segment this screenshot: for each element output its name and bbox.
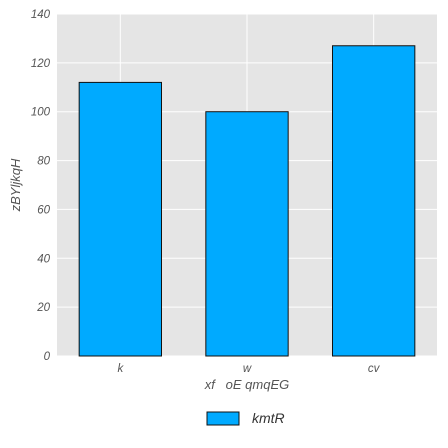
y-tick-label: 0: [44, 351, 51, 363]
bar-w: [205, 111, 289, 357]
y-tick-label: 100: [31, 107, 51, 119]
x-tick-label: cv: [368, 363, 381, 375]
y-tick-label: 40: [37, 253, 50, 265]
x-axis-label: xf oE qmqEG: [204, 377, 290, 392]
y-tick-label: 140: [31, 9, 51, 21]
x-tick-labels: k w cv: [117, 363, 380, 375]
x-tick-label: k: [117, 363, 124, 375]
legend: kmtR: [206, 410, 285, 426]
legend-swatch: [206, 411, 240, 426]
y-axis-label: zBYljkqH: [8, 158, 23, 212]
bars: [78, 45, 416, 357]
bar-cv: [332, 45, 416, 357]
y-tick-label: 20: [36, 302, 50, 314]
y-tick-label: 80: [37, 156, 50, 168]
y-tick-label: 60: [37, 204, 50, 216]
y-tick-label: 120: [31, 58, 51, 70]
y-tick-labels: 0 20 40 60 80 100 120 140: [31, 9, 51, 363]
bar-k: [78, 81, 162, 357]
x-tick-label: w: [243, 363, 252, 375]
legend-label: kmtR: [252, 410, 285, 426]
